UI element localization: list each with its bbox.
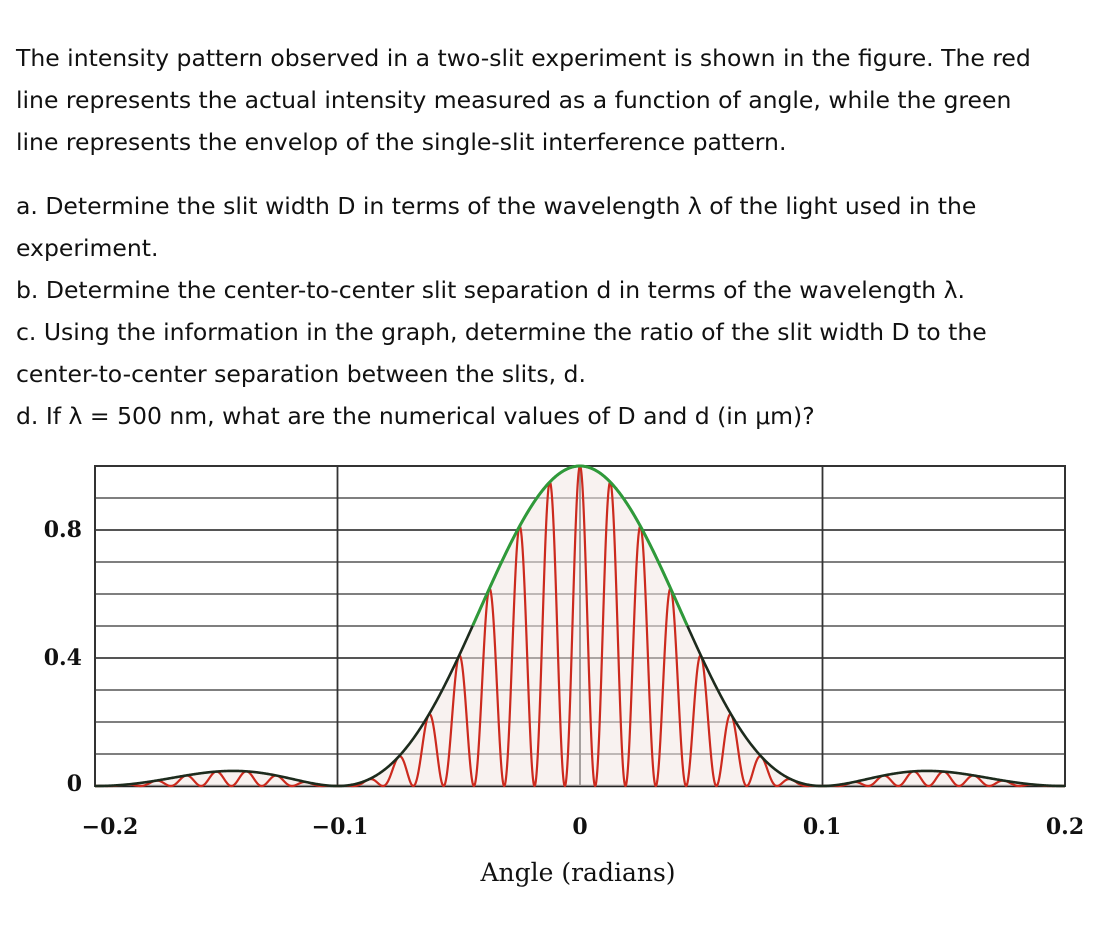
- questions-block: a. Determine the slit width D in terms o…: [16, 185, 1106, 437]
- intro-line: The intensity pattern observed in a two-…: [16, 44, 1031, 72]
- y-tick-label: 0.8: [44, 517, 82, 543]
- x-tick-label: 0.2: [1046, 814, 1084, 840]
- question-a-cont: experiment.: [16, 234, 159, 262]
- question-a: a. Determine the slit width D in terms o…: [16, 192, 977, 220]
- y-axis-ticks: 0 0.4 0.8: [44, 517, 82, 797]
- y-tick-label: 0: [67, 771, 82, 797]
- question-c-cont: center-to-center separation between the …: [16, 360, 586, 388]
- question-d: d. If λ = 500 nm, what are the numerical…: [16, 402, 815, 430]
- y-tick-label: 0.4: [44, 645, 82, 671]
- x-tick-label: −0.1: [312, 814, 369, 840]
- intro-line: line represents the actual intensity mea…: [16, 86, 1012, 114]
- intro-paragraph: The intensity pattern observed in a two-…: [16, 37, 1106, 163]
- single-slit-envelope-series: [95, 464, 1065, 788]
- x-axis-ticks: −0.2 −0.1 0 0.1 0.2: [82, 814, 1085, 840]
- x-tick-label: 0: [572, 814, 587, 840]
- intro-line: line represents the envelop of the singl…: [16, 128, 787, 156]
- x-tick-label: 0.1: [803, 814, 841, 840]
- envelope-area: [95, 466, 1065, 786]
- envelope-fill: [95, 466, 1065, 786]
- question-c: c. Using the information in the graph, d…: [16, 318, 987, 346]
- x-axis-title: Angle (radians): [479, 858, 675, 887]
- x-tick-label: −0.2: [82, 814, 139, 840]
- question-b: b. Determine the center-to-center slit s…: [16, 276, 966, 304]
- intensity-chart: 0 0.4 0.8 −0.2 −0.1 0 0.1 0.2 Angle (rad…: [44, 464, 1085, 887]
- envelope-line-green: [471, 464, 689, 627]
